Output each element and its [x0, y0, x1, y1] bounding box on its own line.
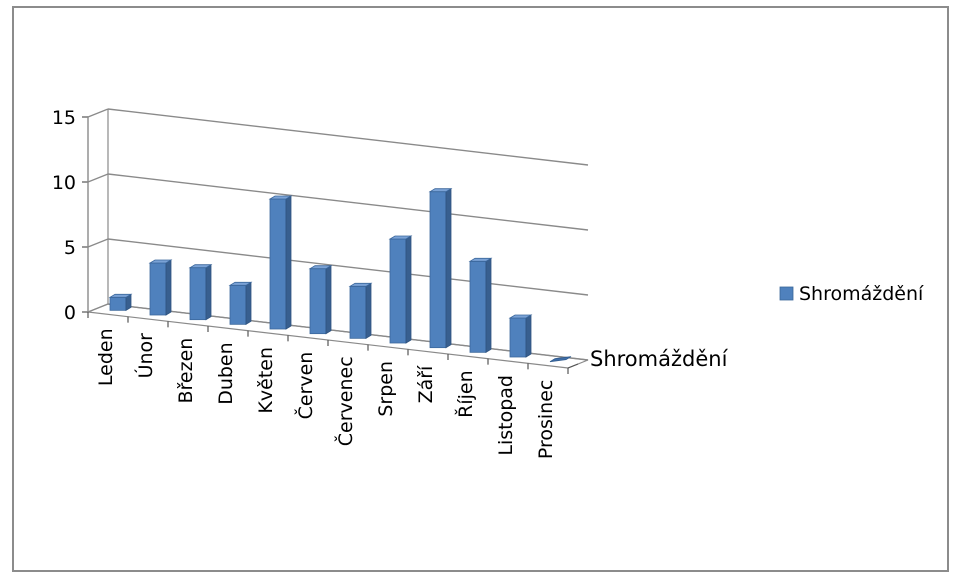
bar-top [308, 265, 333, 270]
x-tick-label: Červenec [333, 356, 357, 446]
x-tick-label: Duben [215, 342, 237, 404]
bars [108, 187, 572, 363]
bar [268, 195, 293, 330]
bar [108, 293, 133, 312]
bar-front [229, 284, 247, 325]
x-tick-label: Září [415, 365, 437, 403]
legend-swatch [779, 286, 794, 301]
bar [188, 263, 213, 321]
bar [148, 259, 173, 316]
bar [549, 356, 572, 363]
bar [308, 264, 333, 335]
bar-top [228, 281, 253, 286]
labels: Shromáždění 0 5 10 15 Leden Únor Březen Duben Kv… [52, 107, 729, 459]
bar [428, 187, 453, 349]
bar-front [389, 238, 407, 344]
gridline-side [87, 238, 109, 248]
axes [82, 109, 589, 374]
bar-top [468, 257, 493, 262]
x-tick-label: Únor [133, 333, 157, 379]
y-tick-label: 15 [52, 107, 76, 129]
bar-top [508, 314, 533, 319]
bar-front [189, 267, 207, 321]
bar-side [525, 314, 532, 358]
bar-flat [549, 356, 572, 363]
bar [508, 314, 533, 358]
x-tick-label: Říjen [454, 370, 477, 418]
gridline-side [87, 108, 109, 118]
bar [468, 257, 493, 354]
x-tick-label: Březen [175, 338, 197, 404]
bar-front [269, 198, 287, 330]
bar [388, 235, 413, 344]
gridline-side [87, 173, 109, 183]
bar-side [365, 282, 372, 340]
bar-front [149, 262, 167, 316]
bar-top [428, 188, 453, 193]
bar-top [388, 235, 413, 240]
y-tick-label: 0 [64, 302, 76, 324]
bar-side [165, 259, 172, 316]
gridline [107, 238, 589, 296]
x-tick-label: Listopad [495, 375, 517, 456]
bar [228, 281, 253, 326]
bar-top [268, 195, 293, 200]
x-tick-label: Prosinec [535, 380, 557, 460]
bar-front [309, 268, 327, 335]
bar-side [245, 281, 252, 326]
bar-top [188, 264, 213, 269]
x-tick-label: Červen [293, 352, 317, 420]
bar-side [325, 264, 332, 335]
legend: Shromáždění [779, 283, 924, 305]
y-tick-label: 5 [64, 237, 76, 259]
x-tick-label: Leden [95, 328, 117, 386]
bar-top [348, 282, 373, 287]
bar-top [108, 293, 133, 298]
depth-tick [567, 363, 579, 369]
bar [348, 282, 373, 340]
gridline [107, 173, 589, 231]
depth-axis-label: Shromáždění [590, 347, 729, 371]
bar-front [349, 285, 367, 339]
legend-label: Shromáždění [799, 283, 924, 305]
bar-side [405, 235, 412, 344]
bar-side [445, 187, 452, 349]
bar-front [469, 260, 487, 353]
y-tick-label: 10 [52, 172, 76, 194]
gridline [107, 108, 589, 166]
bar-side [205, 263, 212, 321]
bar-front [509, 317, 527, 358]
bar-front [429, 191, 447, 349]
bar-top [148, 259, 173, 264]
bar-side [485, 257, 492, 354]
bar-side [285, 195, 292, 330]
x-tick-label: Srpen [375, 361, 397, 417]
bar-front [109, 296, 127, 311]
x-tick-label: Květen [255, 347, 277, 414]
